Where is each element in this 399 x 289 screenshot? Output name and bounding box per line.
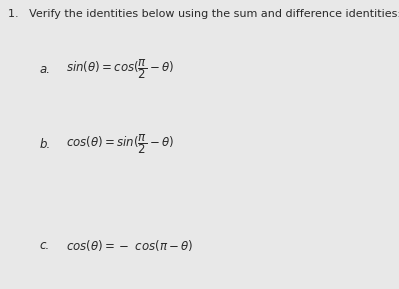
Text: $cos(\theta) = sin(\dfrac{\pi}{2} - \theta)$: $cos(\theta) = sin(\dfrac{\pi}{2} - \the… — [66, 133, 174, 156]
Text: 1.   Verify the identities below using the sum and difference identities:: 1. Verify the identities below using the… — [8, 9, 399, 19]
Text: a.: a. — [40, 63, 51, 76]
Text: $cos(\theta) = -\ cos(\pi - \theta)$: $cos(\theta) = -\ cos(\pi - \theta)$ — [66, 238, 193, 253]
Text: c.: c. — [40, 239, 50, 252]
Text: $sin(\theta) = cos(\dfrac{\pi}{2} - \theta)$: $sin(\theta) = cos(\dfrac{\pi}{2} - \the… — [66, 58, 174, 81]
Text: b.: b. — [40, 138, 51, 151]
